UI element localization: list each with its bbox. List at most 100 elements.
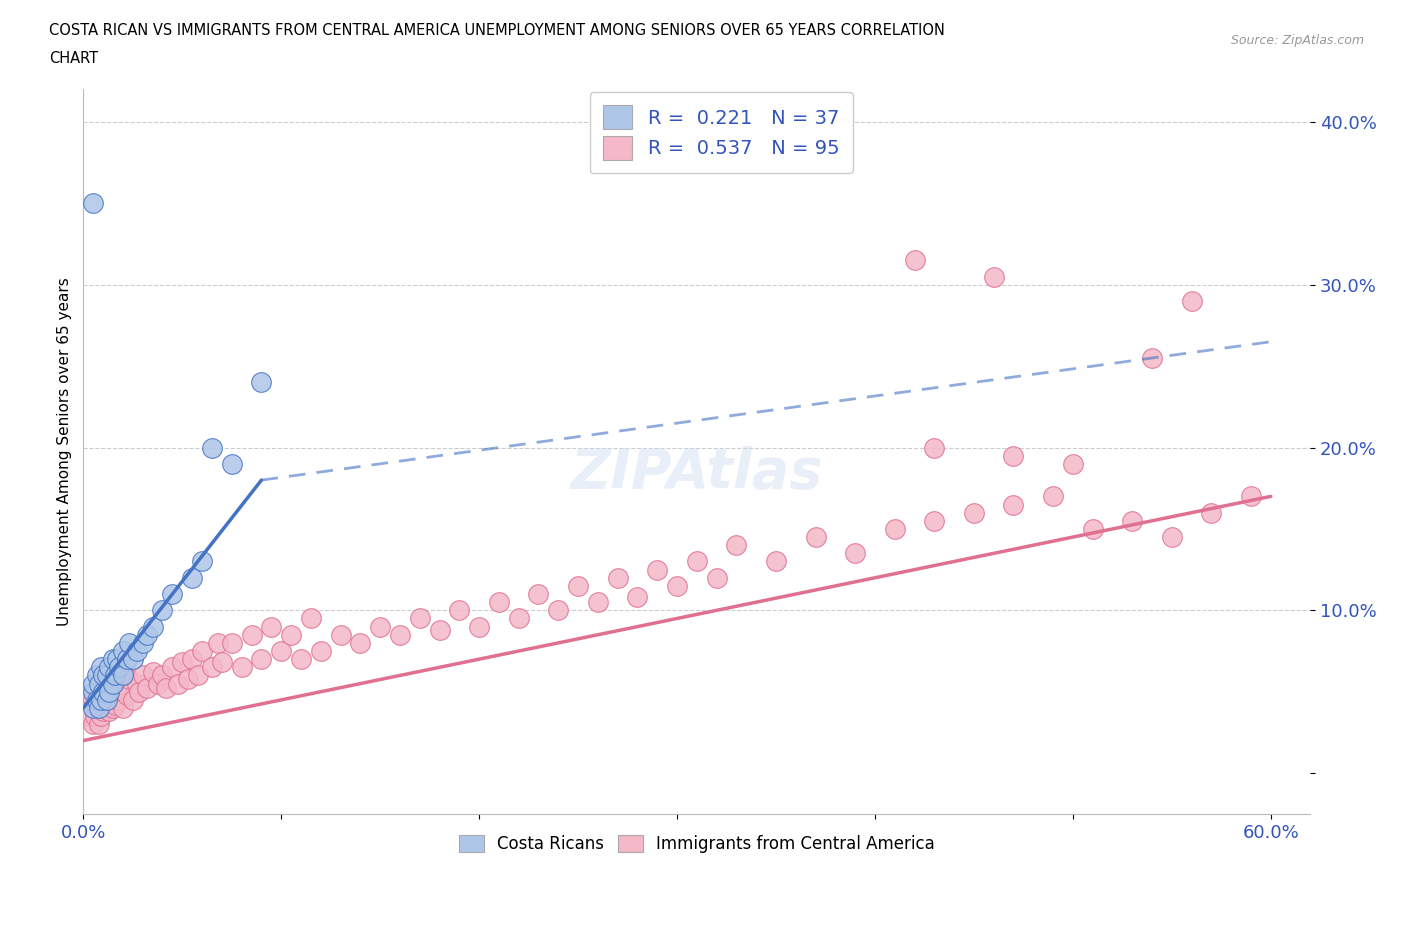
Point (104, 698, 127, 712)
Point (82, 676, 104, 691)
Point (96, 693, 118, 708)
Point (91, 704, 114, 719)
Point (844, 546, 866, 561)
Point (98, 660, 121, 675)
Point (903, 253, 925, 268)
Point (1240, 489, 1263, 504)
Point (135, 628, 157, 643)
Point (488, 595, 510, 610)
Point (105, 652, 128, 667)
Point (201, 440, 224, 455)
Point (121, 652, 143, 667)
Point (177, 671, 200, 686)
Point (172, 655, 194, 670)
Point (765, 554, 787, 569)
Point (90, 709, 112, 724)
Point (250, 375, 273, 390)
Point (90, 687, 112, 702)
Point (963, 505, 986, 520)
Point (1002, 448, 1025, 463)
Point (89, 676, 111, 691)
Point (449, 603, 471, 618)
Point (148, 676, 170, 691)
Point (77, 709, 100, 724)
Point (162, 587, 184, 602)
Point (125, 644, 148, 658)
Point (388, 628, 411, 643)
Point (128, 684, 150, 699)
Point (1002, 497, 1025, 512)
Point (84, 709, 107, 724)
Point (645, 563, 668, 578)
Point (142, 665, 165, 680)
Point (118, 671, 141, 686)
Point (280, 628, 302, 643)
Point (101, 652, 124, 667)
Point (191, 554, 214, 569)
Point (115, 687, 138, 702)
Point (221, 635, 243, 650)
Point (547, 603, 569, 618)
Text: CHART: CHART (49, 51, 98, 66)
Point (82, 196, 104, 211)
Point (96, 693, 118, 708)
Point (89, 717, 111, 732)
Point (135, 681, 157, 696)
Y-axis label: Unemployment Among Seniors over 65 years: Unemployment Among Seniors over 65 years (58, 277, 72, 626)
Point (240, 628, 263, 643)
Point (924, 513, 946, 528)
Point (606, 570, 628, 585)
Point (111, 700, 134, 715)
Point (191, 644, 214, 658)
Point (94, 700, 117, 715)
Point (82, 684, 104, 699)
Point (686, 554, 709, 569)
Text: ZIPAtlas: ZIPAtlas (571, 446, 823, 500)
Point (666, 578, 689, 593)
Point (1062, 457, 1084, 472)
Point (290, 652, 312, 667)
Point (91, 684, 114, 699)
Point (90, 660, 112, 675)
Point (368, 619, 391, 634)
Point (181, 652, 204, 667)
Point (567, 578, 589, 593)
Point (983, 269, 1005, 284)
Point (250, 652, 273, 667)
Point (299, 611, 322, 626)
Point (260, 619, 283, 634)
Point (1181, 294, 1204, 309)
Point (101, 676, 124, 691)
Point (89, 700, 111, 715)
Point (82, 717, 104, 732)
Point (121, 693, 143, 708)
Point (1121, 513, 1143, 528)
Point (270, 644, 292, 658)
Point (201, 660, 224, 675)
Point (101, 700, 124, 715)
Point (804, 530, 827, 545)
Point (626, 590, 648, 604)
Point (167, 676, 190, 691)
Point (104, 668, 127, 683)
Point (329, 628, 352, 643)
Point (508, 611, 530, 626)
Point (586, 595, 609, 610)
Text: COSTA RICAN VS IMMIGRANTS FROM CENTRAL AMERICA UNEMPLOYMENT AMONG SENIORS OVER 6: COSTA RICAN VS IMMIGRANTS FROM CENTRAL A… (49, 23, 945, 38)
Point (207, 635, 229, 650)
Point (1201, 505, 1223, 520)
Point (111, 668, 134, 683)
Point (309, 644, 332, 658)
Point (924, 440, 946, 455)
Point (883, 522, 905, 537)
Point (131, 635, 153, 650)
Point (86, 668, 108, 683)
Point (221, 457, 243, 472)
Point (125, 676, 148, 691)
Point (111, 668, 134, 683)
Point (152, 603, 174, 618)
Point (725, 538, 748, 552)
Point (187, 668, 209, 683)
Point (98, 704, 121, 719)
Point (162, 660, 184, 675)
